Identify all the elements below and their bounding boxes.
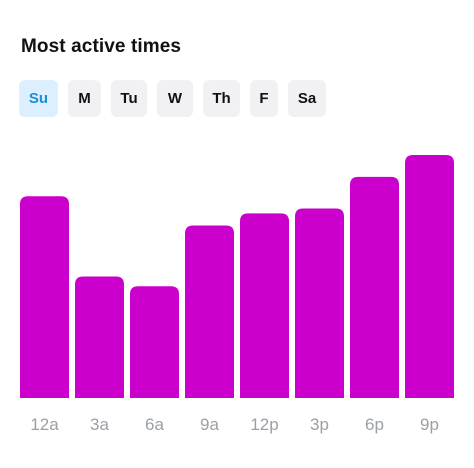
x-tick-label: 9p bbox=[420, 415, 439, 434]
bar-9a bbox=[185, 225, 234, 398]
day-tab-monday[interactable]: M bbox=[68, 80, 101, 117]
bar-6p bbox=[350, 176, 399, 398]
x-tick-label: 6p bbox=[365, 415, 384, 434]
bar-12p bbox=[240, 213, 289, 398]
x-tick-label: 3a bbox=[90, 415, 109, 434]
x-tick-label: 6a bbox=[145, 415, 164, 434]
x-tick-label: 9a bbox=[200, 415, 219, 434]
bar-9p bbox=[405, 155, 454, 398]
bar-3p bbox=[295, 208, 344, 398]
bar-12a bbox=[20, 196, 69, 398]
x-tick-label: 3p bbox=[310, 415, 329, 434]
day-tab-friday[interactable]: F bbox=[250, 80, 278, 117]
x-tick-label: 12a bbox=[30, 415, 59, 434]
day-tab-tuesday[interactable]: Tu bbox=[111, 80, 147, 117]
day-tab-sunday[interactable]: Su bbox=[19, 80, 58, 117]
x-tick-label: 12p bbox=[250, 415, 278, 434]
bar-3a bbox=[75, 276, 124, 398]
day-tab-wednesday[interactable]: W bbox=[157, 80, 193, 117]
bar-6a bbox=[130, 286, 179, 398]
day-tab-thursday[interactable]: Th bbox=[203, 80, 240, 117]
day-tab-saturday[interactable]: Sa bbox=[288, 80, 326, 117]
section-title: Most active times bbox=[21, 36, 182, 57]
